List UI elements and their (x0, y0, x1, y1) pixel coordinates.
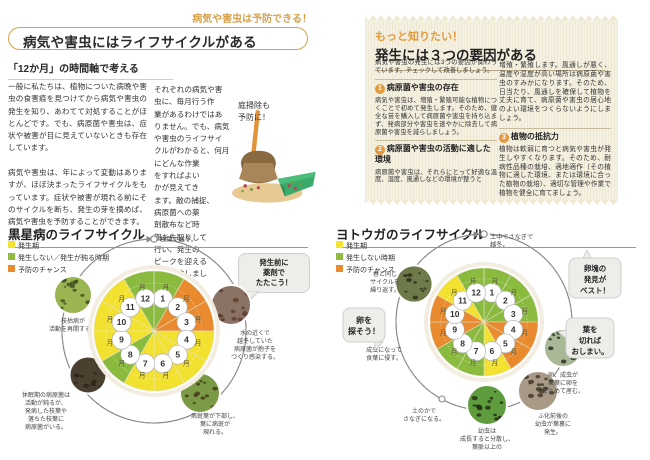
svg-text:病斑葉が下部し、: 病斑葉が下部し、 (191, 412, 239, 420)
svg-text:10: 10 (117, 317, 127, 327)
svg-text:10: 10 (450, 309, 460, 319)
svg-text:月: 月 (118, 360, 125, 368)
svg-text:9: 9 (452, 325, 457, 335)
svg-text:ふ化前後の: ふ化前後の (538, 412, 568, 420)
svg-text:11: 11 (458, 296, 467, 306)
svg-text:休眠期の病原菌は: 休眠期の病原菌は (22, 391, 70, 399)
svg-text:食葉に侵す。: 食葉に侵す。 (366, 354, 401, 362)
svg-text:サイクルを: サイクルを (370, 279, 400, 286)
svg-text:月: 月 (195, 316, 202, 324)
svg-text:まとめて産む。: まとめて産む。 (542, 387, 584, 395)
svg-text:活動が鈍るが、: 活動が鈍るが、 (25, 399, 67, 407)
svg-text:月: 月 (440, 307, 447, 315)
svg-text:おしまい。: おしまい。 (572, 347, 609, 356)
svg-text:葉を: 葉を (582, 325, 598, 334)
svg-text:菜葉に卵を: 菜葉に卵を (548, 379, 578, 387)
svg-text:9: 9 (119, 335, 124, 345)
svg-text:土のかで: 土のかで (412, 407, 436, 415)
svg-text:月: 月 (510, 348, 517, 356)
svg-text:ベスト！: ベスト！ (580, 286, 610, 295)
svg-text:月: 月 (521, 329, 528, 337)
svg-text:月: 月 (107, 339, 114, 347)
svg-text:現れる。: 現れる。 (203, 429, 227, 436)
svg-text:2: 2 (175, 302, 180, 312)
svg-text:月: 月 (139, 371, 146, 379)
svg-text:発病した枝葉や: 発病した枝葉や (25, 407, 67, 415)
svg-text:11: 11 (126, 302, 135, 312)
svg-text:月: 月 (510, 288, 517, 296)
svg-text:2: 2 (503, 296, 508, 306)
svg-text:葉脈以上の: 葉脈以上の (472, 443, 502, 451)
svg-text:発見が: 発見が (583, 275, 607, 284)
svg-text:探そう！: 探そう！ (348, 326, 380, 336)
svg-text:8: 8 (460, 338, 465, 348)
svg-text:7: 7 (474, 346, 479, 356)
svg-text:1: 1 (489, 288, 494, 298)
svg-text:成虫になって: 成虫になって (366, 346, 402, 354)
svg-text:月: 月 (492, 359, 499, 367)
svg-text:卵を: 卵を (356, 315, 372, 325)
svg-text:春と同じ: 春と同じ (373, 270, 397, 278)
svg-text:3: 3 (184, 317, 189, 327)
svg-text:さなぎになる。: さなぎになる。 (403, 415, 445, 423)
svg-text:月: 月 (139, 283, 146, 291)
svg-text:6: 6 (489, 346, 494, 356)
svg-text:6: 6 (160, 358, 165, 368)
svg-text:幼虫は: 幼虫は (478, 427, 496, 435)
svg-text:成長すると分散し、: 成長すると分散し、 (460, 435, 514, 443)
svg-text:月: 月 (107, 316, 114, 324)
svg-text:葉に病斑が: 葉に病斑が (200, 420, 230, 428)
svg-text:4: 4 (184, 335, 189, 345)
svg-text:枝葉で越冬。: 枝葉で越冬。 (160, 236, 197, 244)
svg-text:土中でさなぎで: 土中でさなぎで (490, 233, 533, 241)
svg-text:3: 3 (511, 309, 516, 319)
svg-text:越冬。: 越冬。 (490, 241, 509, 249)
svg-text:病原菌が胞子を: 病原菌が胞子を (234, 345, 276, 353)
svg-text:発生。: 発生。 (544, 428, 562, 436)
svg-text:月: 月 (183, 295, 190, 303)
svg-text:月: 月 (195, 339, 202, 347)
svg-text:月: 月 (451, 288, 458, 296)
svg-text:月: 月 (470, 359, 477, 367)
svg-text:12: 12 (141, 293, 151, 303)
svg-text:月: 月 (162, 371, 169, 379)
svg-text:卵塊の: 卵塊の (584, 264, 606, 273)
svg-text:7: 7 (143, 358, 148, 368)
svg-text:枝枯病が: 枝枯病が (61, 317, 85, 325)
svg-text:8: 8 (128, 350, 133, 360)
svg-text:落ちた枝葉に: 落ちた枝葉に (28, 415, 64, 423)
svg-text:卵、成虫が: 卵、成虫が (548, 371, 578, 379)
svg-text:月: 月 (451, 348, 458, 356)
svg-text:5: 5 (175, 350, 180, 360)
svg-text:病原菌がいる。: 病原菌がいる。 (25, 423, 67, 431)
svg-text:つくり感染する。: つくり感染する。 (231, 353, 279, 361)
svg-text:越冬していた: 越冬していた (237, 337, 273, 345)
svg-text:切れば: 切れば (579, 336, 602, 345)
svg-text:水の近くで: 水の近くで (240, 329, 270, 337)
svg-text:月: 月 (162, 283, 169, 291)
svg-text:月: 月 (440, 329, 447, 337)
svg-text:月: 月 (521, 307, 528, 315)
svg-text:幼虫が葉裏に: 幼虫が葉裏に (535, 420, 571, 428)
svg-text:5: 5 (503, 338, 508, 348)
svg-text:月: 月 (470, 278, 477, 286)
svg-text:1: 1 (160, 293, 165, 303)
svg-text:月: 月 (492, 278, 499, 286)
svg-text:月: 月 (183, 360, 190, 368)
svg-text:12: 12 (471, 288, 481, 298)
svg-text:4: 4 (511, 325, 516, 335)
svg-text:月: 月 (118, 295, 125, 303)
svg-text:繰り返す。: 繰り返す。 (370, 286, 399, 294)
